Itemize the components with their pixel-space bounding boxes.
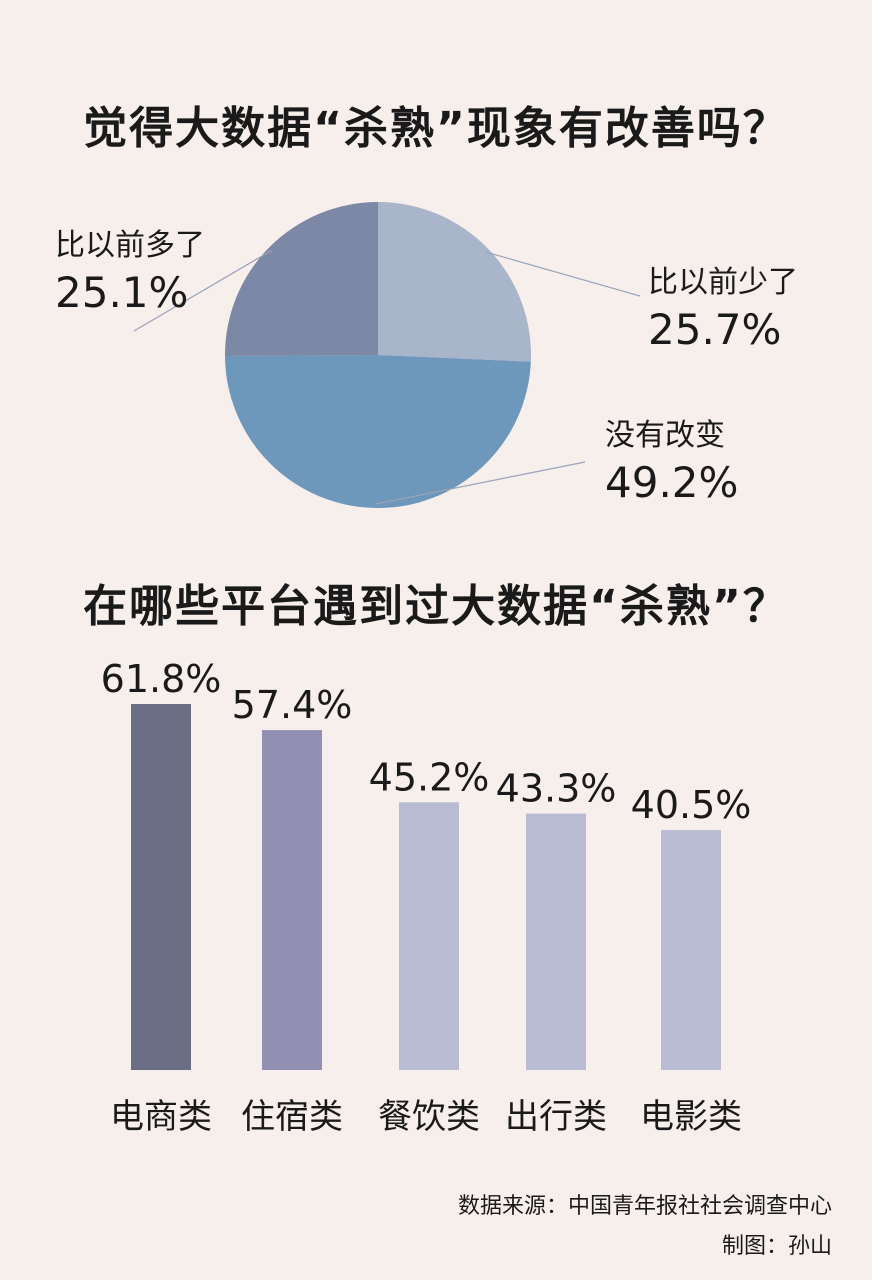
bar-value-label-3: 45.2% — [369, 755, 490, 799]
pie-label-less: 比以前少了 — [648, 265, 798, 300]
bar-category-label-5: 电影类 — [640, 1097, 742, 1137]
bar-category-label-1: 电商类 — [110, 1097, 212, 1137]
bar-value-label-1: 61.8% — [101, 657, 222, 701]
pie-leader-line-more — [133, 249, 273, 332]
bar-category-label-3: 餐饮类 — [378, 1097, 480, 1137]
pie-slice-more — [224, 202, 378, 356]
data-source-note: 数据来源：中国青年报社社会调查中心 — [457, 1194, 832, 1219]
bar-value-label-2: 57.4% — [232, 683, 353, 727]
pie-value-same: 49.2% — [605, 458, 738, 507]
bar-value-label-4: 43.3% — [496, 767, 617, 811]
bar-4 — [526, 813, 586, 1070]
pie-value-more: 25.1% — [55, 268, 188, 317]
pie-label-more: 比以前多了 — [55, 228, 205, 263]
bar-3 — [399, 802, 459, 1070]
bar-5 — [661, 830, 721, 1070]
bar-category-label-2: 住宿类 — [241, 1097, 343, 1137]
bar-category-label-4: 出行类 — [505, 1097, 607, 1137]
pie-value-less: 25.7% — [648, 305, 781, 354]
bar-value-label-5: 40.5% — [631, 783, 752, 827]
bar-1 — [131, 704, 191, 1070]
pie-chart-title: 觉得大数据“杀熟”现象有改善吗？ — [83, 103, 789, 154]
bar-2 — [262, 730, 322, 1070]
bar-chart-title: 在哪些平台遇到过大数据“杀熟”？ — [83, 581, 789, 632]
pie-leader-line-less — [485, 251, 641, 297]
pie-slice-less — [378, 202, 531, 362]
chart-credit: 制图：孙山 — [721, 1234, 832, 1259]
pie-label-same: 没有改变 — [605, 418, 725, 453]
pie-leader-line-same — [375, 461, 586, 505]
pie-slice-same — [225, 355, 531, 509]
